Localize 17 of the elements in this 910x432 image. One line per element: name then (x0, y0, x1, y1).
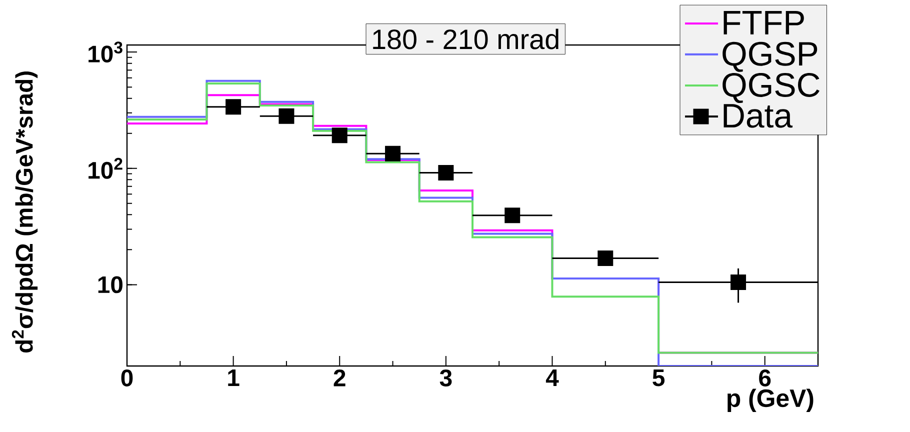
chart-title: 180 - 210 mrad (373, 28, 558, 50)
x-tick-label: 2 (334, 370, 346, 386)
x-tick-label: 3 (440, 370, 452, 386)
x-axis-title: p (GeV) (728, 388, 814, 412)
y-tick-label: 10 (98, 276, 122, 294)
x-tick-label: 4 (546, 370, 559, 386)
legend-label: Data (724, 104, 793, 128)
y-tick-label: 10$^{3}$ (88, 42, 122, 63)
x-tick-label: 5 (652, 370, 665, 386)
legend-label: QGSP (722, 42, 818, 72)
x-tick-label: 1 (228, 370, 240, 386)
legend-label: QGSC (722, 72, 820, 104)
x-tick-label: 0 (121, 370, 133, 386)
legend-label: FTFP (724, 11, 804, 34)
y-tick-label: 10$^{2}$ (88, 158, 122, 179)
y-axis-title: d$^{2}$σ/dpdΩ (mb/GeV*srad) (12, 72, 38, 352)
x-tick-label: 6 (759, 370, 771, 386)
